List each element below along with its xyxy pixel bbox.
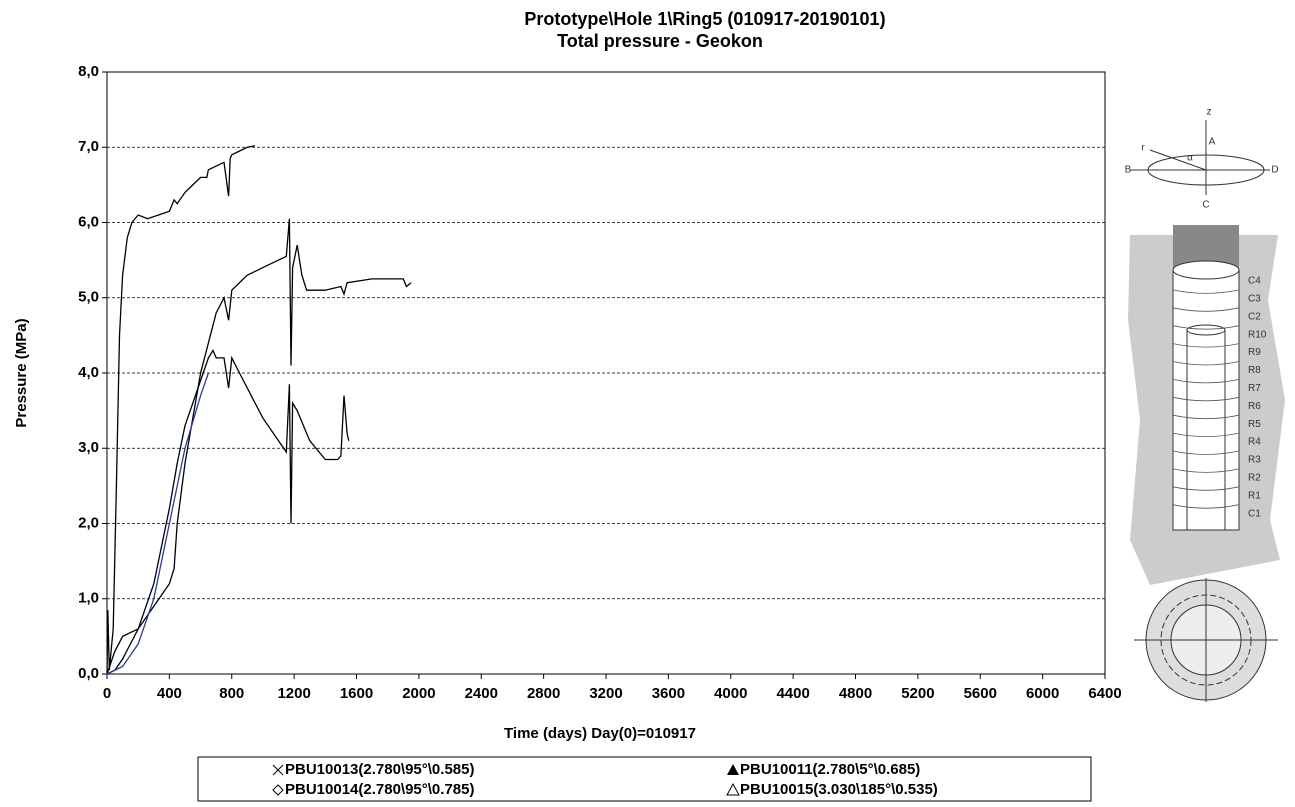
x-axis-label: Time (days) Day(0)=010917	[504, 725, 696, 742]
ring-label: R9	[1248, 347, 1261, 358]
x-tick-label: 5200	[901, 685, 934, 702]
x-tick-label: 1600	[340, 685, 373, 702]
diagram-label: r	[1141, 143, 1145, 154]
x-tick-label: 4400	[776, 685, 809, 702]
ring-label: C1	[1248, 508, 1261, 519]
diagram-label: D	[1271, 165, 1278, 176]
x-tick-label: 400	[157, 685, 182, 702]
y-tick-label: 7,0	[78, 138, 99, 155]
ring-line	[1172, 325, 1240, 330]
x-tick-label: 4000	[714, 685, 747, 702]
ring-label: R7	[1248, 383, 1261, 394]
ring-label: R6	[1248, 401, 1261, 412]
y-tick-label: 1,0	[78, 590, 99, 607]
ring-line	[1172, 414, 1240, 420]
legend-label: PBU10011(2.780\5°\0.685)	[740, 761, 920, 778]
legend-label: PBU10014(2.780\95°\0.785)	[285, 781, 474, 798]
ring-line	[1172, 343, 1240, 348]
ring-label: R5	[1248, 419, 1261, 430]
ring-line	[1172, 486, 1240, 491]
x-tick-label: 3200	[589, 685, 622, 702]
y-axis-label: Pressure (MPa)	[13, 318, 30, 427]
ring-label: R2	[1248, 473, 1261, 484]
x-tick-label: 1200	[277, 685, 310, 702]
diagram-label: z	[1207, 107, 1212, 118]
legend-symbol	[272, 764, 284, 776]
diagram-label: A	[1209, 137, 1216, 148]
ring-line	[1172, 396, 1240, 402]
diagram-label: B	[1125, 165, 1132, 176]
r-arrow	[1149, 149, 1207, 171]
ring-label: R8	[1248, 365, 1261, 376]
ring-line	[1172, 504, 1240, 509]
diagram-label: C	[1202, 200, 1209, 211]
y-tick-label: 8,0	[78, 63, 99, 80]
chart-subtitle: Total pressure - Geokon	[557, 31, 763, 51]
series-line	[106, 218, 412, 675]
ring-label: C2	[1248, 311, 1261, 322]
diagram	[1128, 120, 1285, 702]
legend-label: PBU10015(3.030\185°\0.535)	[740, 781, 938, 798]
legend-label: PBU10013(2.780\95°\0.585)	[285, 761, 474, 778]
ring-label: R1	[1248, 490, 1261, 501]
ring-label: C4	[1248, 276, 1261, 287]
ring-line	[1172, 432, 1240, 437]
y-tick-label: 0,0	[78, 665, 99, 682]
legend-symbol	[727, 764, 739, 775]
chart-title: Prototype\Hole 1\Ring5 (010917-20190101)	[524, 9, 885, 29]
diagram-label: α	[1187, 153, 1193, 164]
inner-cylinder	[1186, 329, 1226, 531]
ring-label: C3	[1248, 294, 1261, 305]
legend-symbol	[272, 784, 284, 796]
x-tick-label: 800	[219, 685, 244, 702]
x-tick-label: 0	[103, 685, 111, 702]
series-line	[106, 372, 210, 675]
ring-line	[1172, 450, 1240, 455]
x-tick-label: 4800	[839, 685, 872, 702]
y-tick-label: 5,0	[78, 289, 99, 306]
x-tick-label: 2000	[402, 685, 435, 702]
series-line	[106, 145, 256, 675]
cylinder-top	[1172, 260, 1240, 280]
ring-label: R3	[1248, 455, 1261, 466]
y-tick-label: 4,0	[78, 364, 99, 381]
x-tick-label: 5600	[964, 685, 997, 702]
ring-label: R10	[1248, 329, 1267, 340]
legend-symbol	[726, 782, 740, 796]
ring-line	[1172, 468, 1240, 473]
ring-label: R4	[1248, 437, 1261, 448]
ring-line	[1172, 379, 1240, 384]
ring-line	[1172, 307, 1240, 312]
inner-top	[1186, 324, 1226, 336]
ring-line	[1172, 289, 1240, 294]
legend	[197, 756, 1092, 802]
y-tick-label: 6,0	[78, 213, 99, 230]
x-tick-label: 6400	[1088, 685, 1121, 702]
y-tick-label: 2,0	[78, 514, 99, 531]
y-tick-label: 3,0	[78, 439, 99, 456]
ring-line	[1172, 361, 1240, 366]
series-line	[106, 348, 350, 675]
x-tick-label: 3600	[652, 685, 685, 702]
x-tick-label: 2800	[527, 685, 560, 702]
x-tick-label: 2400	[465, 685, 498, 702]
x-tick-label: 6000	[1026, 685, 1059, 702]
